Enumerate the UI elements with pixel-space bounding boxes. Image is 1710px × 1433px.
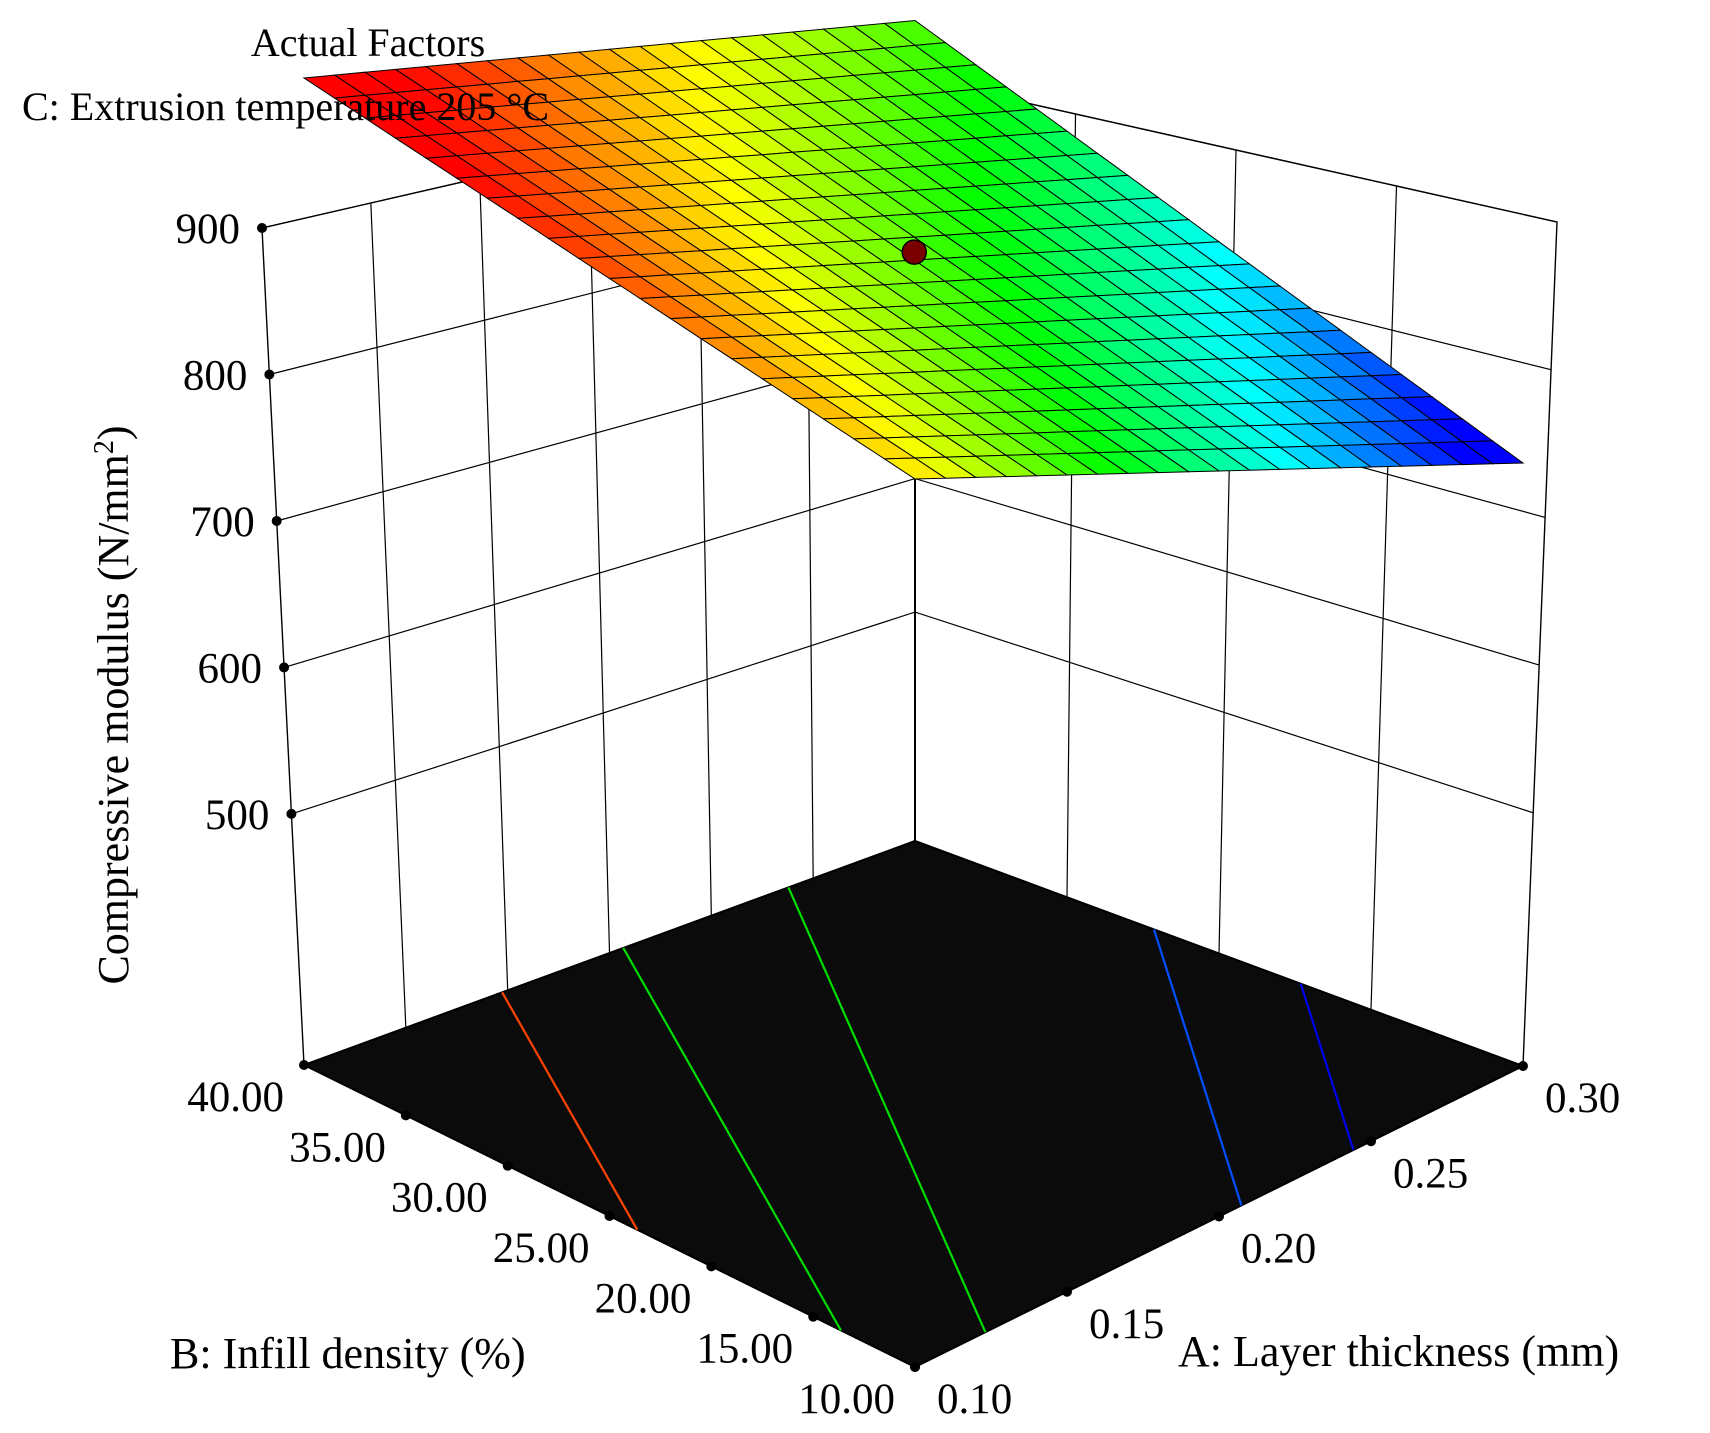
a-tick-mark [1214,1211,1224,1222]
design-point-marker [901,239,927,265]
contour-line [501,991,639,1231]
response-surface [302,19,1525,480]
z-tick-mark [257,223,267,233]
wall-gridline [370,202,407,1028]
b-axis-title: B: Infill density (%) [170,1329,526,1378]
wall-gridline [1370,185,1398,1010]
a-tick-label: 0.20 [1241,1226,1316,1273]
z-tick-label: 700 [190,499,255,546]
design-points [901,239,927,265]
b-tick-label: 25.00 [493,1225,590,1272]
b-tick-label: 15.00 [696,1326,793,1373]
b-tick-label: 30.00 [391,1175,488,1222]
wall-gridline [479,177,509,991]
surface-cell [882,457,947,480]
a-tick-mark [1062,1286,1072,1297]
z-tick-label: 500 [205,792,270,839]
axis-ticks: 500 600 700 800 900 10.0015.0020.0025.0030.00… [176,206,1621,1423]
z-tick-mark [264,369,275,380]
z-tick-mark [271,515,282,526]
b-tick-label: 20.00 [595,1275,692,1322]
b-tick-label: 35.00 [289,1124,386,1171]
a-tick-label: 0.10 [937,1376,1012,1423]
a-tick-label: 0.15 [1089,1301,1164,1348]
a-tick-mark [910,1362,920,1372]
contour-line [787,886,987,1333]
b-tick-mark [299,1060,309,1070]
a-tick-mark [1518,1061,1528,1071]
wall-gridline [587,152,611,954]
contour-line [1152,929,1243,1206]
factors-title: Actual Factors [251,20,485,65]
z-axis-title: Compressive modulus (N/mm2) [89,425,139,984]
b-tick-label: 40.00 [187,1074,284,1121]
b-tick-mark [808,1311,819,1322]
z-tick-label: 600 [198,645,263,692]
a-tick-label: 0.25 [1393,1150,1468,1197]
b-tick-mark [400,1110,411,1121]
factor-c-label: C: Extrusion temperature 205 °C [22,84,549,129]
a-axis-title: A: Layer thickness (mm) [1178,1327,1619,1376]
z-tick-mark [279,662,290,673]
contour-line [1299,983,1355,1151]
a-tick-mark [1366,1136,1376,1147]
b-tick-mark [706,1261,717,1272]
b-tick-label: 10.00 [798,1376,895,1423]
contour-line [622,947,842,1331]
a-tick-label: 0.30 [1545,1075,1620,1122]
b-tick-mark [604,1211,615,1221]
z-tick-label: 900 [176,206,241,253]
z-tick-label: 800 [183,352,248,399]
z-tick-mark [286,808,297,819]
floor-contours [501,886,1355,1333]
b-tick-mark [502,1160,513,1171]
